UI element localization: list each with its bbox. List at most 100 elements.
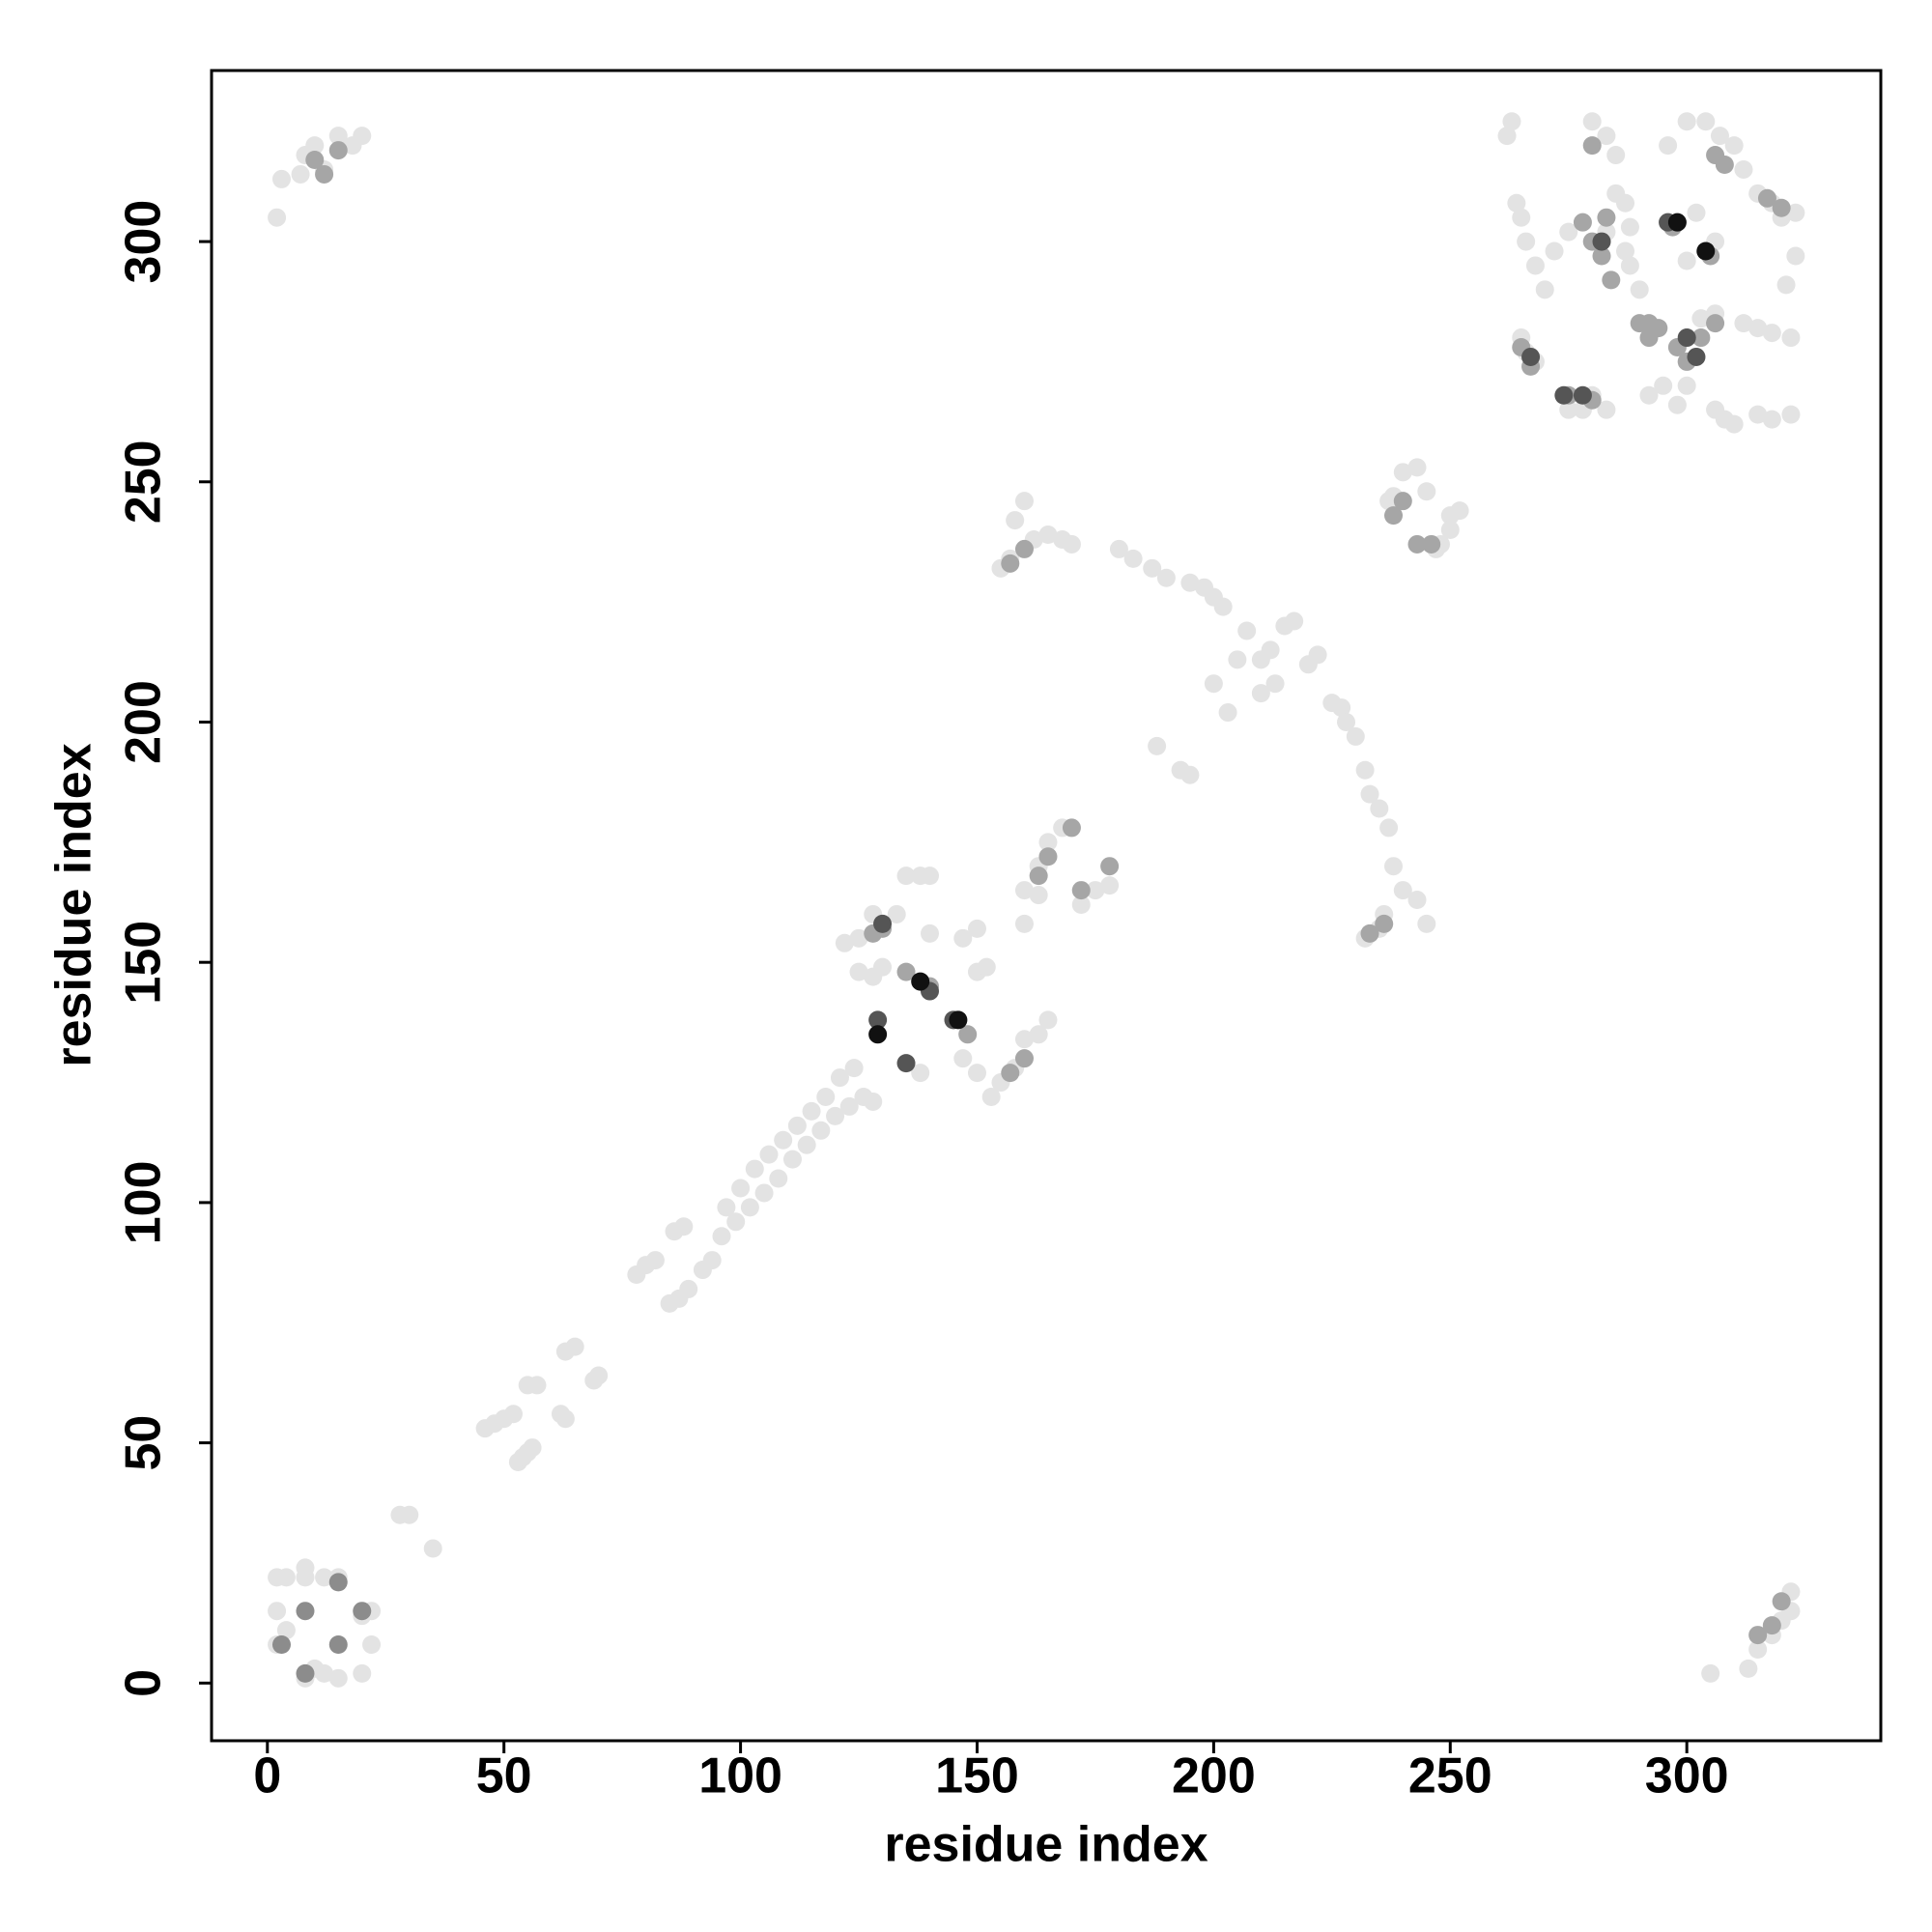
point bbox=[1521, 347, 1541, 366]
point bbox=[1592, 246, 1611, 266]
point bbox=[1014, 881, 1034, 900]
point bbox=[276, 1621, 296, 1640]
point bbox=[1213, 597, 1233, 616]
point bbox=[328, 141, 348, 160]
point bbox=[589, 1366, 609, 1385]
point bbox=[1355, 760, 1375, 780]
point bbox=[1375, 914, 1394, 933]
point bbox=[1180, 573, 1200, 592]
point bbox=[1450, 501, 1469, 521]
point bbox=[513, 1448, 532, 1467]
point bbox=[328, 1635, 348, 1655]
point bbox=[1285, 611, 1304, 631]
point bbox=[802, 1101, 821, 1121]
point bbox=[1071, 881, 1091, 900]
point bbox=[1525, 256, 1545, 275]
point bbox=[271, 1635, 291, 1655]
point bbox=[1639, 385, 1659, 405]
point bbox=[1701, 1663, 1720, 1683]
point bbox=[1602, 270, 1621, 290]
point bbox=[864, 1092, 883, 1111]
point bbox=[830, 1068, 849, 1088]
point bbox=[1100, 857, 1120, 876]
point bbox=[1659, 136, 1678, 156]
point bbox=[1781, 405, 1801, 424]
point bbox=[868, 1025, 888, 1044]
point bbox=[887, 904, 906, 923]
point bbox=[844, 1059, 864, 1078]
point bbox=[873, 914, 893, 933]
point bbox=[1748, 1639, 1768, 1659]
point bbox=[305, 151, 325, 170]
y-tick-label: 50 bbox=[116, 1415, 172, 1471]
point bbox=[328, 127, 348, 146]
point bbox=[759, 1145, 779, 1164]
point bbox=[679, 1279, 698, 1298]
point bbox=[745, 1159, 764, 1179]
point bbox=[362, 1635, 382, 1655]
point bbox=[1545, 242, 1564, 261]
point bbox=[1370, 799, 1389, 818]
point bbox=[1691, 309, 1711, 328]
point bbox=[740, 1198, 759, 1217]
point bbox=[1724, 136, 1744, 156]
point bbox=[291, 164, 310, 184]
point bbox=[271, 169, 291, 188]
point bbox=[1062, 818, 1081, 838]
point bbox=[1204, 674, 1223, 694]
x-tick-label: 250 bbox=[1408, 1748, 1492, 1804]
point bbox=[1677, 376, 1696, 395]
point bbox=[305, 136, 325, 156]
point bbox=[896, 962, 916, 981]
point bbox=[1143, 558, 1162, 578]
point bbox=[1706, 314, 1725, 333]
point bbox=[1379, 818, 1399, 838]
y-tick-label: 100 bbox=[116, 1161, 172, 1245]
point bbox=[1582, 136, 1602, 156]
point bbox=[296, 1663, 315, 1683]
point bbox=[1786, 246, 1805, 266]
point bbox=[1559, 400, 1578, 419]
point bbox=[1062, 534, 1081, 554]
y-tick-label: 250 bbox=[116, 440, 172, 524]
point bbox=[1422, 534, 1441, 554]
point bbox=[1346, 726, 1365, 746]
point bbox=[811, 1121, 831, 1140]
point bbox=[826, 1106, 845, 1125]
point bbox=[1029, 867, 1048, 886]
point bbox=[1440, 521, 1460, 540]
point bbox=[645, 1251, 665, 1270]
point bbox=[1109, 539, 1128, 558]
point bbox=[1597, 400, 1616, 419]
x-tick-label: 200 bbox=[1172, 1748, 1256, 1804]
point bbox=[1086, 881, 1105, 900]
point bbox=[1407, 458, 1427, 477]
point bbox=[1606, 146, 1626, 165]
point bbox=[1384, 857, 1404, 876]
point bbox=[1001, 554, 1020, 573]
point bbox=[1710, 127, 1729, 146]
point bbox=[1123, 549, 1143, 568]
point bbox=[958, 1025, 978, 1044]
point bbox=[1029, 886, 1048, 905]
point bbox=[754, 1183, 774, 1203]
point bbox=[1639, 314, 1659, 333]
point bbox=[1014, 492, 1034, 511]
point bbox=[1038, 833, 1058, 852]
point bbox=[353, 127, 372, 146]
point bbox=[981, 1087, 1001, 1106]
point bbox=[296, 1558, 315, 1577]
point bbox=[268, 1602, 287, 1621]
point bbox=[1734, 314, 1753, 333]
point bbox=[1308, 645, 1327, 665]
point bbox=[400, 1505, 419, 1524]
point bbox=[816, 1087, 836, 1106]
point bbox=[353, 1663, 372, 1683]
point bbox=[1748, 1626, 1768, 1645]
point bbox=[1573, 385, 1592, 405]
point bbox=[1776, 275, 1796, 295]
point bbox=[1762, 324, 1781, 343]
point bbox=[1006, 511, 1025, 530]
point bbox=[353, 1602, 372, 1621]
point bbox=[1687, 347, 1706, 366]
